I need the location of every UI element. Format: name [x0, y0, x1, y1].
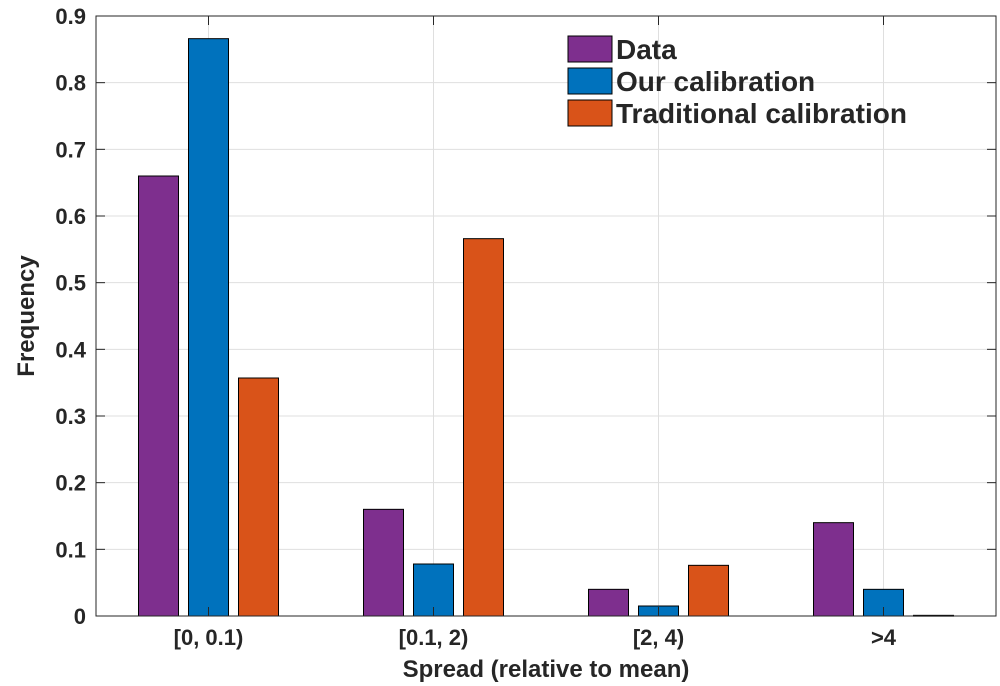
bar: [238, 377, 279, 617]
bars: [138, 38, 954, 617]
y-tick-label: 0.7: [55, 137, 86, 162]
y-tick-label: 0.8: [55, 71, 86, 96]
legend-label: Data: [616, 34, 677, 65]
y-tick-label: 0.1: [55, 537, 86, 562]
y-tick-label: 0.9: [55, 4, 86, 29]
legend-label: Our calibration: [616, 66, 815, 97]
legend-swatch: [567, 67, 613, 95]
x-tick-label: >4: [871, 625, 897, 650]
x-axis: [0, 0.1) [0.1, 2) [2, 4) >4: [174, 16, 897, 650]
y-tick-label: 0: [74, 604, 86, 629]
legend-swatch: [567, 99, 613, 127]
x-tick-label: [0.1, 2): [399, 625, 469, 650]
bar: [463, 238, 504, 617]
y-axis-label: Frequency: [13, 255, 40, 377]
bar: [688, 564, 729, 617]
x-tick-label: [0, 0.1): [174, 625, 244, 650]
y-tick-label: 0.6: [55, 204, 86, 229]
legend-label: Traditional calibration: [616, 98, 907, 129]
y-tick-label: 0.5: [55, 271, 86, 296]
bar: [588, 588, 629, 617]
y-tick-label: 0.2: [55, 471, 86, 496]
bar: [813, 522, 854, 617]
bar: [188, 38, 229, 617]
y-axis: 0 0.1 0.2 0.3 0.4 0.5 0.6 0.7 0.8 0.9: [55, 4, 996, 629]
plot-frame: [95, 15, 997, 617]
y-tick-label: 0.4: [55, 337, 86, 362]
x-axis-label: Spread (relative to mean): [403, 656, 690, 683]
y-tick-label: 0.3: [55, 404, 86, 429]
bar: [363, 508, 404, 617]
x-tick-label: [2, 4): [633, 625, 684, 650]
legend-swatch: [567, 35, 613, 63]
bar: [138, 175, 179, 617]
